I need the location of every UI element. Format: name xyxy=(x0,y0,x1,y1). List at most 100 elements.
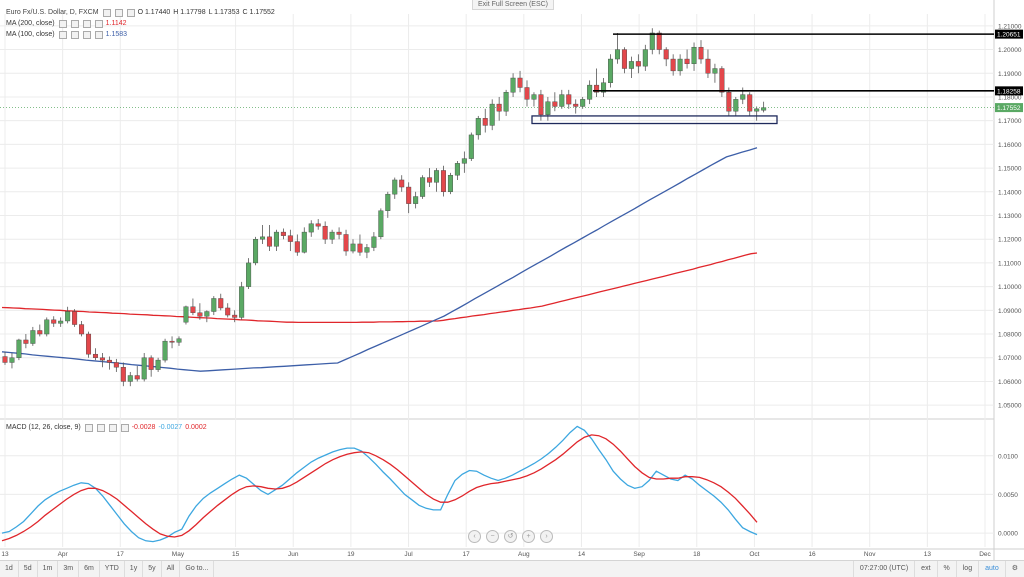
candle xyxy=(120,362,126,387)
candle xyxy=(475,115,481,140)
candle xyxy=(79,320,85,337)
candlestick-series xyxy=(2,28,767,387)
candle xyxy=(9,352,15,369)
candle-body xyxy=(260,236,266,240)
close-icon[interactable] xyxy=(82,20,91,28)
gear-icon[interactable]: ⚙ xyxy=(1004,561,1024,577)
eye-icon[interactable] xyxy=(58,20,67,28)
low-value: L 1.17353 xyxy=(208,9,240,16)
extended-hours-toggle[interactable]: ext xyxy=(914,561,936,577)
reset-icon[interactable]: ↺ xyxy=(504,530,517,543)
settings-icon[interactable] xyxy=(96,424,105,432)
close-icon[interactable] xyxy=(108,424,117,432)
candle-body xyxy=(552,101,558,107)
macd-label: MACD (12, 26, close, 9) xyxy=(6,424,81,431)
candle-body xyxy=(16,339,22,358)
candle-body xyxy=(413,196,419,204)
candle xyxy=(232,310,238,323)
candle-body xyxy=(44,319,50,335)
timeframe-5d[interactable]: 5d xyxy=(19,561,38,577)
candle-body xyxy=(475,118,481,136)
candle xyxy=(552,92,558,112)
price-axis[interactable]: 1.05000 1.06000 1.07000 1.08000 1.09000 1.100… xyxy=(995,23,1023,410)
candle-body xyxy=(239,286,245,318)
candle-body xyxy=(740,94,746,100)
time-tick-label: Jul xyxy=(404,551,413,558)
time-tick-label: Nov xyxy=(864,551,876,558)
candle xyxy=(86,331,92,358)
timeframe-1m[interactable]: 1m xyxy=(38,561,59,577)
price-label-text: 1.20651 xyxy=(997,32,1021,39)
candle-body xyxy=(573,103,579,107)
candle xyxy=(287,229,293,252)
candle xyxy=(343,229,349,256)
settings-icon[interactable] xyxy=(70,31,79,39)
timeframe-1y[interactable]: 1y xyxy=(125,561,144,577)
percent-scale-toggle[interactable]: % xyxy=(936,561,956,577)
timeframe-all[interactable]: All xyxy=(162,561,181,577)
eye-icon[interactable] xyxy=(84,424,93,432)
candle-body xyxy=(106,359,112,363)
close-icon[interactable] xyxy=(82,31,91,39)
log-scale-toggle[interactable]: log xyxy=(955,561,978,577)
candle-body xyxy=(204,311,210,317)
candle-body xyxy=(315,223,321,227)
candle xyxy=(16,338,22,361)
candle-body xyxy=(141,357,147,380)
scroll-left-icon[interactable]: ‹ xyxy=(468,530,481,543)
time-tick-label: Apr xyxy=(58,551,69,558)
candle-body xyxy=(79,324,85,335)
close-value: C 1.17552 xyxy=(242,9,275,16)
zoom-out-icon[interactable]: − xyxy=(486,530,499,543)
settings-icon[interactable] xyxy=(70,20,79,28)
goto-date-button[interactable]: Go to... xyxy=(180,561,215,577)
candle-body xyxy=(406,186,412,204)
candle xyxy=(58,317,64,327)
scroll-right-icon[interactable]: › xyxy=(540,530,553,543)
timeframe-6m[interactable]: 6m xyxy=(79,561,100,577)
utc-clock[interactable]: 07:27:00 (UTC) xyxy=(852,561,914,577)
candle-body xyxy=(712,68,718,74)
candle-body xyxy=(127,375,133,382)
candle-body xyxy=(30,330,36,344)
settings-icon[interactable] xyxy=(114,9,123,17)
candle-body xyxy=(183,306,189,323)
close-icon[interactable] xyxy=(126,9,135,17)
candle-body xyxy=(51,319,57,324)
candle xyxy=(614,32,620,64)
candle xyxy=(392,177,398,199)
ma200-value: 1.1142 xyxy=(105,20,127,27)
auto-scale-toggle[interactable]: auto xyxy=(978,561,1005,577)
horizontal-levels[interactable] xyxy=(0,33,994,125)
candle xyxy=(204,310,210,323)
candle xyxy=(461,151,467,173)
more-icon[interactable] xyxy=(120,424,129,432)
more-icon[interactable] xyxy=(94,31,103,39)
macd-axis[interactable]: 0.0000 0.0050 0.0100 xyxy=(998,453,1018,537)
time-axis[interactable]: 13 Apr 17 May 15 Jun 19 Jul 17 Aug 14 Sep 18 Oct 16 Nov… xyxy=(1,551,991,558)
more-icon[interactable] xyxy=(94,20,103,28)
timeframe-5y[interactable]: 5y xyxy=(143,561,162,577)
candle-body xyxy=(113,362,119,368)
timeframe-ytd[interactable]: YTD xyxy=(100,561,125,577)
candle-body xyxy=(287,235,293,242)
candle xyxy=(468,132,474,161)
exit-fullscreen-button[interactable]: Exit Full Screen (ESC) xyxy=(472,0,554,10)
candle-body xyxy=(253,239,259,264)
candle xyxy=(350,239,356,254)
candle xyxy=(496,96,502,121)
candle-body xyxy=(684,58,690,64)
candle xyxy=(747,92,753,116)
candle-body xyxy=(642,49,648,67)
candle xyxy=(621,47,627,74)
candle xyxy=(608,54,614,88)
candle xyxy=(719,66,725,97)
eye-icon[interactable] xyxy=(102,9,111,17)
time-tick-label: Jun xyxy=(288,551,299,558)
timeframe-1d[interactable]: 1d xyxy=(0,561,19,577)
eye-icon[interactable] xyxy=(58,31,67,39)
timeframe-3m[interactable]: 3m xyxy=(58,561,80,577)
zoom-in-icon[interactable]: + xyxy=(522,530,535,543)
candle xyxy=(246,258,252,289)
